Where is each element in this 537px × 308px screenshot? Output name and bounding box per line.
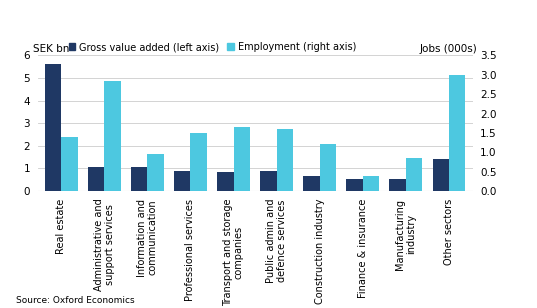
Bar — [148, 154, 164, 191]
Bar — [234, 127, 250, 191]
Bar — [346, 179, 362, 191]
Bar — [191, 133, 207, 191]
Text: Source: Oxford Economics: Source: Oxford Economics — [16, 296, 135, 305]
Bar — [45, 64, 61, 191]
Bar — [217, 172, 234, 191]
Bar — [104, 81, 121, 191]
Bar — [406, 158, 422, 191]
Bar — [88, 167, 104, 191]
Bar — [131, 167, 148, 191]
Bar — [260, 171, 277, 191]
Bar — [320, 144, 336, 191]
Bar — [61, 137, 78, 191]
Bar — [174, 171, 191, 191]
Bar — [432, 159, 449, 191]
Text: SEK bn: SEK bn — [33, 44, 70, 54]
Bar — [389, 179, 406, 191]
Bar — [362, 176, 379, 191]
Bar — [303, 176, 320, 191]
Bar — [277, 129, 293, 191]
Legend: Gross value added (left axis), Employment (right axis): Gross value added (left axis), Employmen… — [69, 42, 356, 52]
Bar — [449, 75, 465, 191]
Text: Jobs (000s): Jobs (000s) — [419, 44, 477, 54]
